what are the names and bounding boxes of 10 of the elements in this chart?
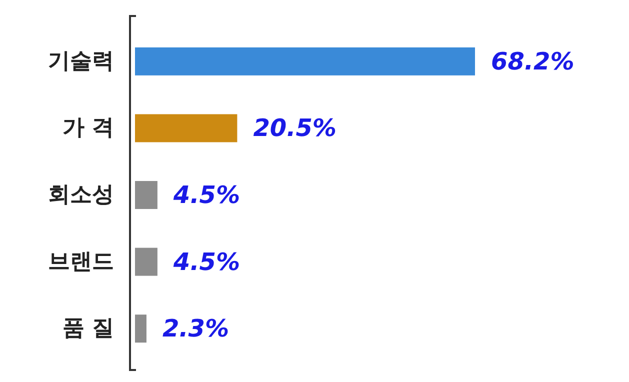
y-tick-label: 기술력 — [48, 48, 114, 74]
y-tick-label: 가 격 — [62, 116, 114, 141]
data-label: 2.3% — [162, 314, 230, 343]
data-label: 20.5% — [253, 114, 336, 142]
data-label: 4.5% — [172, 248, 240, 276]
y-tick-label: 품 질 — [62, 316, 114, 342]
y-tick-label: 브랜드 — [48, 249, 114, 274]
y-tick-label: 회소성 — [48, 182, 114, 208]
data-label: 4.5% — [172, 181, 240, 209]
data-label: 68.2% — [491, 47, 574, 76]
